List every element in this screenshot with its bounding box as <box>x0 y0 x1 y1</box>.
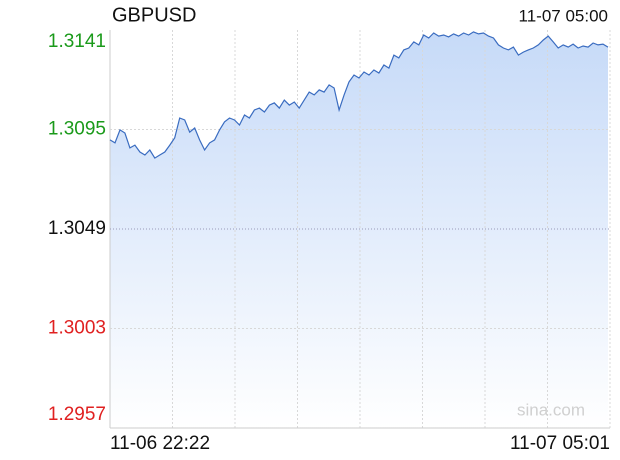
x-tick-label: 11-07 05:01 <box>510 433 610 454</box>
price-line <box>109 31 609 159</box>
y-tick-label: 1.3095 <box>48 119 106 140</box>
watermark: sina.com <box>517 400 585 419</box>
y-tick-label: 1.2957 <box>48 404 106 425</box>
y-tick-label: 1.3003 <box>48 318 106 339</box>
y-tick-label: 1.3049 <box>48 218 106 239</box>
chart-title: GBPUSD <box>112 4 196 26</box>
y-tick-label: 1.3141 <box>48 31 106 52</box>
x-tick-label: 11-06 22:22 <box>110 433 210 454</box>
timestamp: 11-07 05:00 <box>519 6 608 25</box>
area <box>110 31 608 429</box>
